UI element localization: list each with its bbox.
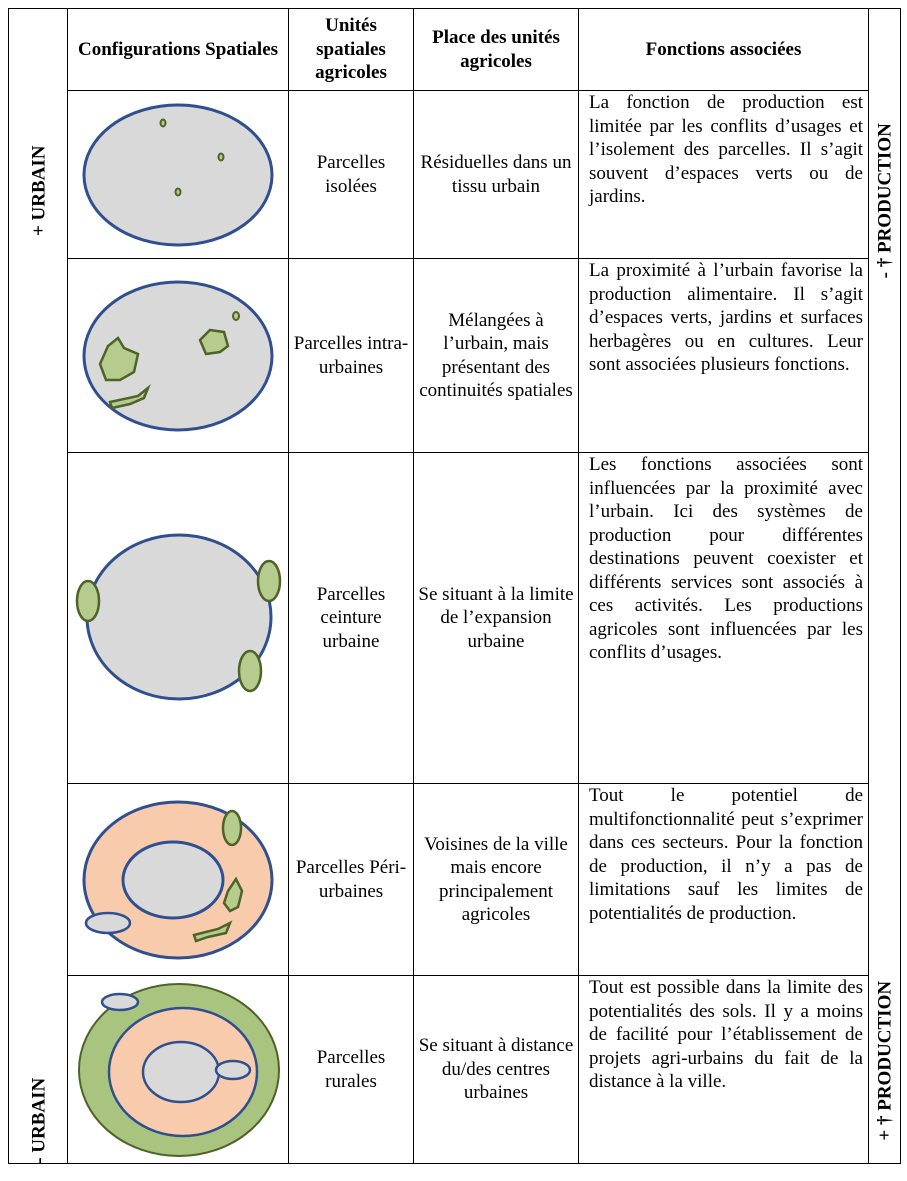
diagram-cell bbox=[67, 452, 289, 784]
header-cell: Configurations Spatiales bbox=[67, 8, 289, 91]
left-side: + URBAIN - URBAIN bbox=[8, 8, 68, 1164]
place-cell: Se situant à distance du/des centres urb… bbox=[413, 975, 579, 1164]
diagram bbox=[78, 982, 280, 1157]
diagram bbox=[82, 280, 274, 431]
place-cell: Mélangées à l’urbain, mais présentant de… bbox=[413, 258, 579, 453]
unit-cell: Parcelles Péri-urbaines bbox=[288, 783, 414, 976]
diagram bbox=[75, 533, 282, 701]
header-cell: Unités spatiales agricoles bbox=[288, 8, 414, 91]
function-cell: Tout le potentiel de multifonctionnalité… bbox=[578, 783, 869, 976]
diagram-cell bbox=[67, 258, 289, 453]
function-cell: Les fonctions associées sont influencées… bbox=[578, 452, 869, 784]
unit-cell: Parcelles intra-urbaines bbox=[288, 258, 414, 453]
diagram bbox=[82, 800, 274, 959]
side-label: + URBAIN bbox=[28, 145, 50, 237]
header-cell: Fonctions associées bbox=[578, 8, 869, 91]
side-label: - † PRODUCTION bbox=[874, 123, 896, 279]
diagram bbox=[82, 103, 274, 246]
diagram-cell bbox=[67, 783, 289, 976]
diagram-cell bbox=[67, 975, 289, 1164]
place-cell: Voisines de la ville mais encore princip… bbox=[413, 783, 579, 976]
function-cell: Tout est possible dans la limite des pot… bbox=[578, 975, 869, 1164]
place-cell: Résiduelles dans un tissu urbain bbox=[413, 90, 579, 259]
diagram-cell bbox=[67, 90, 289, 259]
unit-cell: Parcelles isolées bbox=[288, 90, 414, 259]
unit-cell: Parcelles ceinture urbaine bbox=[288, 452, 414, 784]
right-side: - † PRODUCTION + † PRODUCTION bbox=[868, 8, 901, 1164]
function-cell: La fonction de production est limitée pa… bbox=[578, 90, 869, 259]
side-label: - URBAIN bbox=[28, 1077, 50, 1164]
function-cell: La proximité à l’urbain favorise la prod… bbox=[578, 258, 869, 453]
header-cell: Place des unités agricoles bbox=[413, 8, 579, 91]
side-label: + † PRODUCTION bbox=[874, 980, 896, 1141]
table: + URBAIN - URBAIN Configurations Spatial… bbox=[8, 8, 901, 1164]
unit-cell: Parcelles rurales bbox=[288, 975, 414, 1164]
place-cell: Se situant à la limite de l’expansion ur… bbox=[413, 452, 579, 784]
